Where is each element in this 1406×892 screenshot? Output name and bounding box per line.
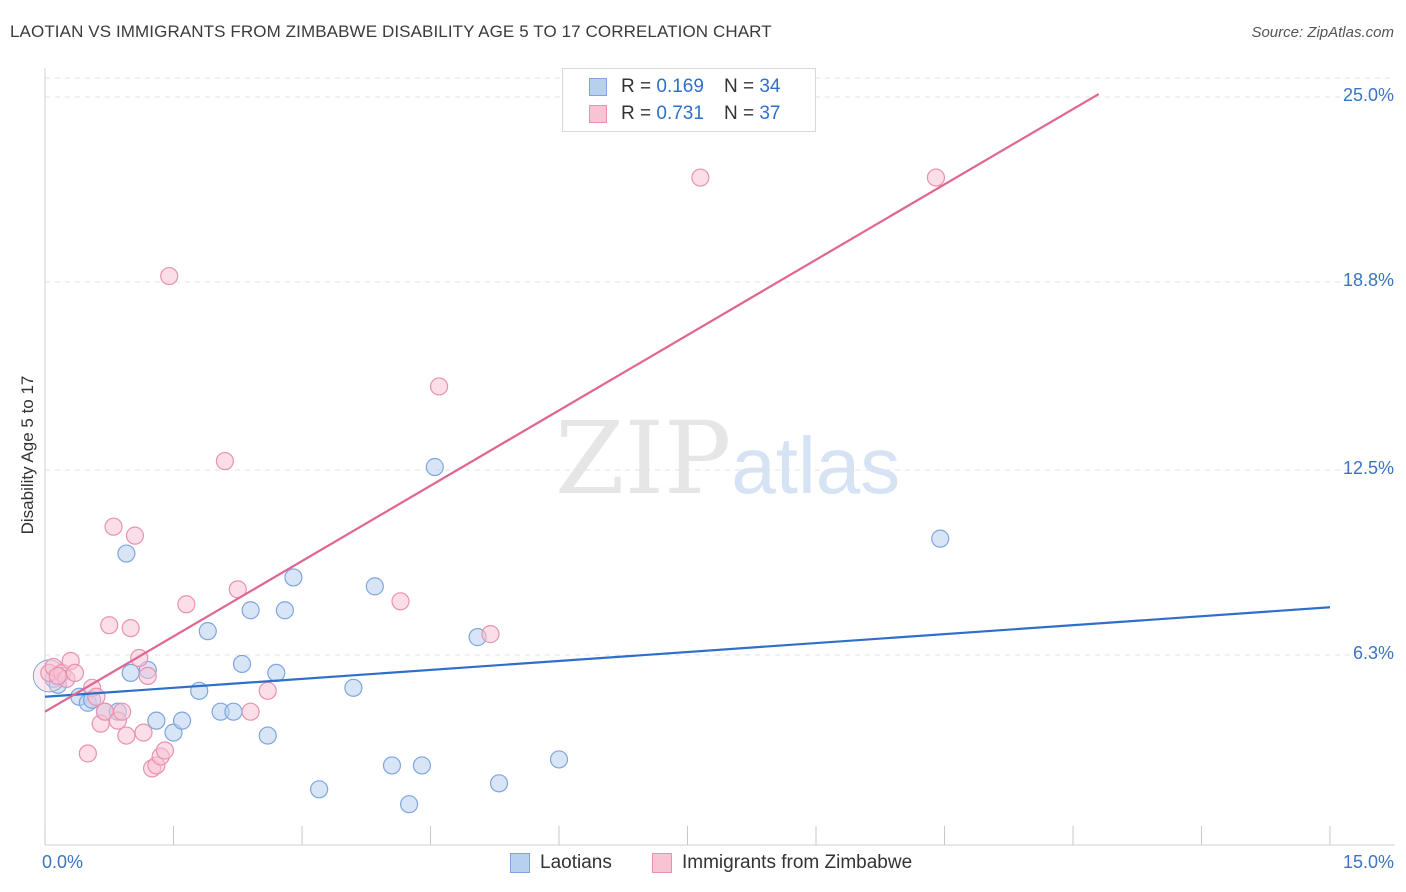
zimbabwe-point	[125, 526, 145, 545]
legend-r-label: R =	[621, 76, 652, 97]
laotians-point	[412, 756, 432, 775]
source-label: Source: ZipAtlas.com	[1251, 24, 1394, 41]
laotians-point	[549, 750, 569, 769]
bottom-legend-swatch-blue	[510, 853, 530, 873]
x-tick-label-max: 15.0%	[1342, 852, 1394, 872]
zimbabwe-point	[926, 168, 946, 187]
zimbabwe-points	[40, 168, 946, 778]
bottom-legend-swatch-pink	[652, 853, 672, 873]
zimbabwe-point	[100, 616, 119, 635]
legend-row-zimbabwe: R = 0.731 N = 37	[589, 101, 780, 127]
laotians-point	[284, 568, 303, 587]
legend-swatch-pink	[589, 105, 607, 123]
bottom-legend-laotians: Laotians	[510, 852, 612, 874]
zimbabwe-point	[78, 744, 97, 763]
zimbabwe-point	[429, 377, 449, 396]
laotians-point	[344, 678, 363, 697]
chart-title: LAOTIAN VS IMMIGRANTS FROM ZIMBABWE DISA…	[10, 22, 772, 41]
legend-r-value: 0.169	[656, 76, 704, 97]
zimbabwe-point	[134, 723, 153, 742]
watermark: ZIPatlas	[555, 400, 900, 517]
zimbabwe-point	[65, 663, 85, 683]
zimbabwe-point	[241, 702, 260, 721]
zimbabwe-point	[258, 681, 277, 700]
zimbabwe-point	[112, 702, 132, 721]
zimbabwe-point	[117, 726, 136, 745]
laotians-point	[275, 601, 294, 620]
zimbabwe-point	[160, 266, 179, 286]
legend-r-label: R =	[621, 103, 652, 124]
zimbabwe-point	[104, 517, 123, 536]
legend-n-value: 37	[759, 103, 781, 124]
laotians-point	[172, 711, 192, 730]
laotians-point	[399, 795, 419, 814]
y-tick-label: 25.0%	[1342, 85, 1394, 105]
watermark-atlas: atlas	[731, 421, 901, 510]
laotians-point	[425, 457, 444, 477]
grid-lines	[45, 77, 1395, 656]
legend-n-label: N =	[723, 103, 755, 124]
zimbabwe-point	[215, 451, 234, 471]
legend-r-value: 0.731	[656, 103, 704, 124]
laotians-point	[198, 622, 217, 641]
bottom-legend-label: Laotians	[540, 852, 612, 873]
zimbabwe-point	[121, 619, 140, 638]
zimbabwe-trend-line	[44, 93, 1100, 713]
laotians-point	[931, 529, 950, 548]
laotians-point	[241, 601, 260, 620]
x-tick-label-min: 0.0%	[42, 852, 84, 872]
laotians-point	[267, 663, 286, 683]
trend-lines	[44, 93, 1331, 713]
bottom-legend-label: Immigrants from Zimbabwe	[682, 852, 913, 873]
laotians-point	[224, 702, 243, 721]
zimbabwe-point	[87, 687, 106, 706]
bottom-legend-zimbabwe: Immigrants from Zimbabwe	[652, 852, 912, 874]
zimbabwe-point	[481, 625, 500, 644]
y-tick-label: 12.5%	[1342, 458, 1394, 478]
zimbabwe-point	[691, 168, 710, 187]
laotians-trend-line	[44, 606, 1331, 698]
laotians-point	[147, 711, 166, 730]
zimbabwe-point	[138, 666, 157, 685]
zimbabwe-point	[48, 666, 67, 685]
zimbabwe-point	[155, 741, 175, 760]
legend-n-value: 34	[759, 76, 781, 97]
legend: R = 0.169 N = 34 R = 0.731 N = 37	[562, 68, 816, 132]
legend-n-label: N =	[723, 76, 755, 97]
laotians-point	[232, 654, 252, 674]
laotians-point	[310, 780, 329, 799]
laotians-point	[382, 756, 402, 775]
laotians-point	[489, 774, 509, 793]
watermark-zip: ZIP	[555, 400, 732, 517]
laotians-point	[117, 544, 136, 563]
laotians-point	[258, 726, 277, 745]
y-tick-label: 18.8%	[1342, 270, 1394, 290]
zimbabwe-point	[177, 595, 196, 614]
y-tick-label: 6.3%	[1352, 643, 1394, 663]
legend-swatch-blue	[589, 78, 607, 96]
legend-row-laotians: R = 0.169 N = 34	[589, 74, 780, 100]
axes	[44, 68, 1395, 846]
laotians-point	[121, 663, 140, 683]
zimbabwe-point	[391, 592, 410, 611]
laotians-point	[365, 577, 384, 596]
